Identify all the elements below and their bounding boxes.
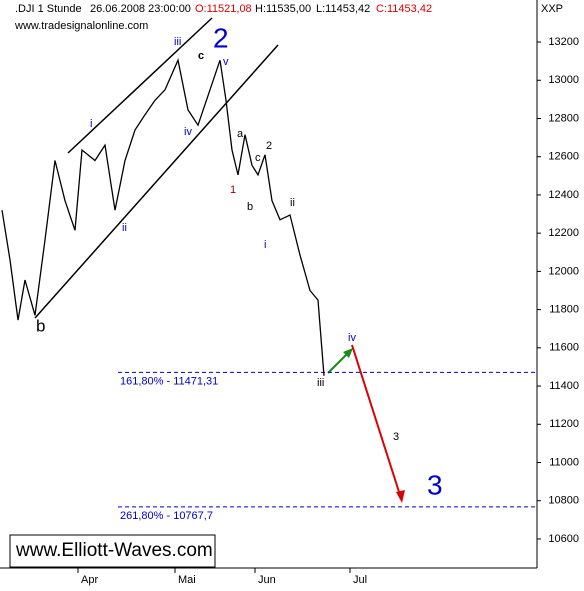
- y-tick-label: 12400: [548, 189, 579, 201]
- arrow: [327, 352, 349, 374]
- wave-label: 3: [393, 431, 399, 443]
- header-high: H:11535,00: [255, 3, 311, 15]
- y-tick-label: 13200: [548, 36, 579, 48]
- arrow-head: [396, 490, 405, 503]
- channel-line: [34, 44, 279, 319]
- wave-label: 2: [213, 22, 229, 53]
- header-date: 26.06.2008 23:00:00: [90, 3, 191, 15]
- y-tick-label: 12600: [548, 151, 579, 163]
- wave-label: i: [264, 239, 266, 251]
- y-tick-label: 11200: [549, 418, 579, 430]
- y-tick-label: 10800: [548, 495, 579, 507]
- arrow: [351, 344, 401, 496]
- wave-label: c: [255, 152, 261, 164]
- channel-line: [67, 17, 213, 154]
- x-tick-label: Jun: [258, 574, 276, 586]
- wave-label: v: [223, 56, 229, 68]
- wave-label: iv: [184, 126, 192, 138]
- wave-label: 3: [427, 469, 443, 500]
- header-symbol: .DJI 1 Stunde: [15, 3, 82, 15]
- wave-label: ii: [122, 222, 127, 234]
- fib-label: 261,80% - 10767,7: [120, 510, 213, 522]
- y-tick-label: 10600: [548, 533, 579, 545]
- wave-label: b: [36, 316, 45, 335]
- fib-label: 161,80% - 11471,31: [120, 375, 218, 387]
- y-tick-label: 12800: [548, 112, 579, 124]
- x-tick-label: Mai: [178, 574, 196, 586]
- wave-label: a: [237, 128, 244, 140]
- arrow-head: [343, 348, 353, 358]
- header-close: C:11453,42: [376, 3, 432, 15]
- watermark-box: [9, 534, 216, 568]
- wave-label: 1: [230, 184, 236, 196]
- wave-label: iii: [174, 36, 181, 48]
- wave-label: iii: [317, 377, 324, 389]
- wave-label: b: [247, 201, 253, 213]
- y-tick-label: 13000: [548, 74, 579, 86]
- y-tick-label: 11800: [549, 304, 579, 316]
- currency: XXP: [541, 3, 563, 15]
- y-tick-label: 11000: [549, 456, 579, 468]
- x-tick-label: Apr: [81, 574, 98, 586]
- watermark: www.Elliott-Waves.com: [15, 540, 213, 561]
- wave-label: i: [90, 118, 92, 130]
- wave-label: c: [198, 50, 204, 62]
- header-open: O:11521,08: [195, 3, 252, 15]
- y-tick-label: 11600: [549, 342, 579, 354]
- y-tick-label: 12000: [548, 265, 579, 277]
- wave-label: iv: [348, 332, 356, 344]
- wave-label: 2: [266, 140, 272, 152]
- y-tick-label: 12200: [548, 227, 579, 239]
- x-tick-label: Jul: [353, 574, 367, 586]
- wave-label: ii: [290, 197, 295, 209]
- y-tick-label: 11400: [549, 380, 579, 392]
- price-line: [1, 58, 325, 376]
- header-low: L:11453,42: [316, 3, 370, 15]
- source: www.tradesignalonline.com: [14, 20, 148, 32]
